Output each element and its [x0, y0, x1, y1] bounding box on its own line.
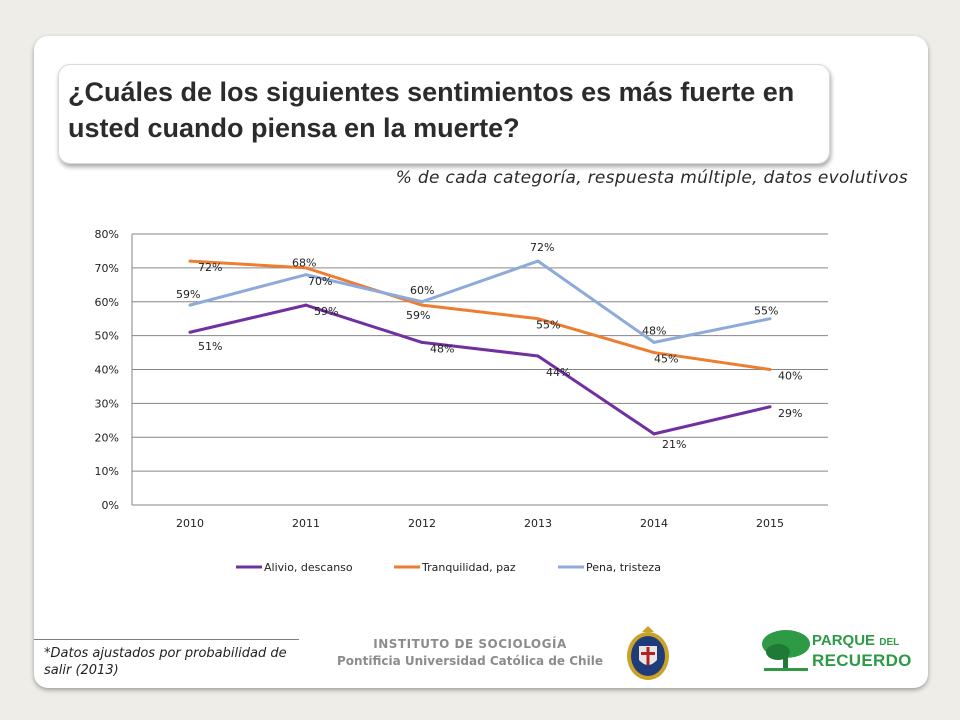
- x-tick-label: 2012: [408, 517, 436, 530]
- data-point: [652, 432, 656, 436]
- series-line: [189, 259, 771, 371]
- chart-series: [188, 259, 772, 436]
- x-axis-ticks: 2010 2011 2012 2013 2014 2015: [176, 517, 784, 530]
- x-tick-label: 2014: [640, 517, 668, 530]
- data-point: [652, 340, 656, 344]
- data-label: 72%: [198, 261, 222, 274]
- data-label: 55%: [536, 319, 560, 332]
- chart-subtitle: % de cada categoría, respuesta múltiple,…: [395, 168, 908, 188]
- data-point: [188, 259, 192, 263]
- data-label: 48%: [642, 324, 666, 337]
- y-tick-label: 50%: [95, 330, 119, 343]
- university-name: Pontificia Universidad Católica de Chile: [337, 654, 603, 668]
- data-label: 55%: [754, 305, 778, 318]
- y-tick-label: 20%: [95, 431, 119, 444]
- data-label: 68%: [292, 257, 316, 270]
- data-label: 70%: [308, 275, 332, 288]
- institution-name: INSTITUTO DE SOCIOLOGÍA: [373, 637, 567, 651]
- data-point: [536, 317, 540, 321]
- data-label: 60%: [410, 284, 434, 297]
- data-point: [536, 354, 540, 358]
- data-label: 59%: [314, 305, 338, 318]
- legend-label: Alivio, descanso: [264, 561, 353, 574]
- logo-text-line1: PARQUE DEL: [812, 632, 900, 649]
- data-label: 45%: [654, 353, 678, 366]
- x-tick-label: 2011: [292, 517, 320, 530]
- data-point: [420, 303, 424, 307]
- data-label: 44%: [546, 366, 570, 379]
- data-label: 48%: [430, 342, 454, 355]
- institution-credit: INSTITUTO DE SOCIOLOGÍA Pontificia Unive…: [318, 637, 622, 668]
- data-label: 72%: [530, 241, 554, 254]
- data-point: [304, 266, 308, 270]
- series-line: [189, 259, 771, 344]
- slide-title: ¿Cuáles de los siguientes sentimientos e…: [68, 77, 795, 143]
- data-point: [304, 303, 308, 307]
- title-box: [58, 64, 830, 164]
- logo-text-line2: RECUERDO: [812, 651, 912, 670]
- data-point: [188, 330, 192, 334]
- chart-legend: Alivio, descanso Tranquilidad, paz Pena, t…: [236, 561, 661, 574]
- data-label: 21%: [662, 438, 686, 451]
- x-tick-label: 2010: [176, 517, 204, 530]
- data-point: [768, 368, 772, 371]
- data-point: [420, 300, 424, 304]
- y-tick-label: 80%: [95, 228, 119, 241]
- data-point: [652, 351, 656, 355]
- x-tick-label: 2013: [524, 517, 552, 530]
- data-label: 59%: [406, 309, 430, 322]
- data-point: [768, 317, 772, 321]
- data-point: [188, 303, 192, 307]
- y-tick-label: 10%: [95, 465, 119, 478]
- parque-del-recuerdo-logo-icon: [762, 630, 810, 671]
- y-tick-label: 70%: [95, 262, 119, 275]
- footnote: *Datos ajustados por probabilidad de sal…: [44, 646, 287, 678]
- series-line: [189, 303, 771, 436]
- legend-label: Tranquilidad, paz: [421, 561, 516, 574]
- footnote-divider: [34, 639, 299, 640]
- data-label: 51%: [198, 340, 222, 353]
- data-labels: 51% 59% 48% 44% 21% 29% 72% 70% 59% 55% 45% 40% 59% 6…: [176, 241, 802, 451]
- x-tick-label: 2015: [756, 517, 784, 530]
- chart-grid: [131, 233, 828, 506]
- y-tick-label: 40%: [95, 364, 119, 377]
- data-label: 29%: [778, 407, 802, 420]
- y-tick-label: 60%: [95, 296, 119, 309]
- y-tick-label: 0%: [102, 499, 119, 512]
- university-seal-icon: [627, 626, 669, 680]
- data-label: 40%: [778, 370, 802, 383]
- data-point: [536, 259, 540, 263]
- data-point: [304, 273, 308, 277]
- data-point: [768, 405, 772, 409]
- y-axis-ticks: 0% 10% 20% 30% 40% 50% 60% 70% 80%: [95, 228, 119, 512]
- data-point: [420, 340, 424, 344]
- data-label: 59%: [176, 288, 200, 301]
- legend-label: Pena, tristeza: [586, 561, 661, 574]
- y-tick-label: 30%: [95, 397, 119, 410]
